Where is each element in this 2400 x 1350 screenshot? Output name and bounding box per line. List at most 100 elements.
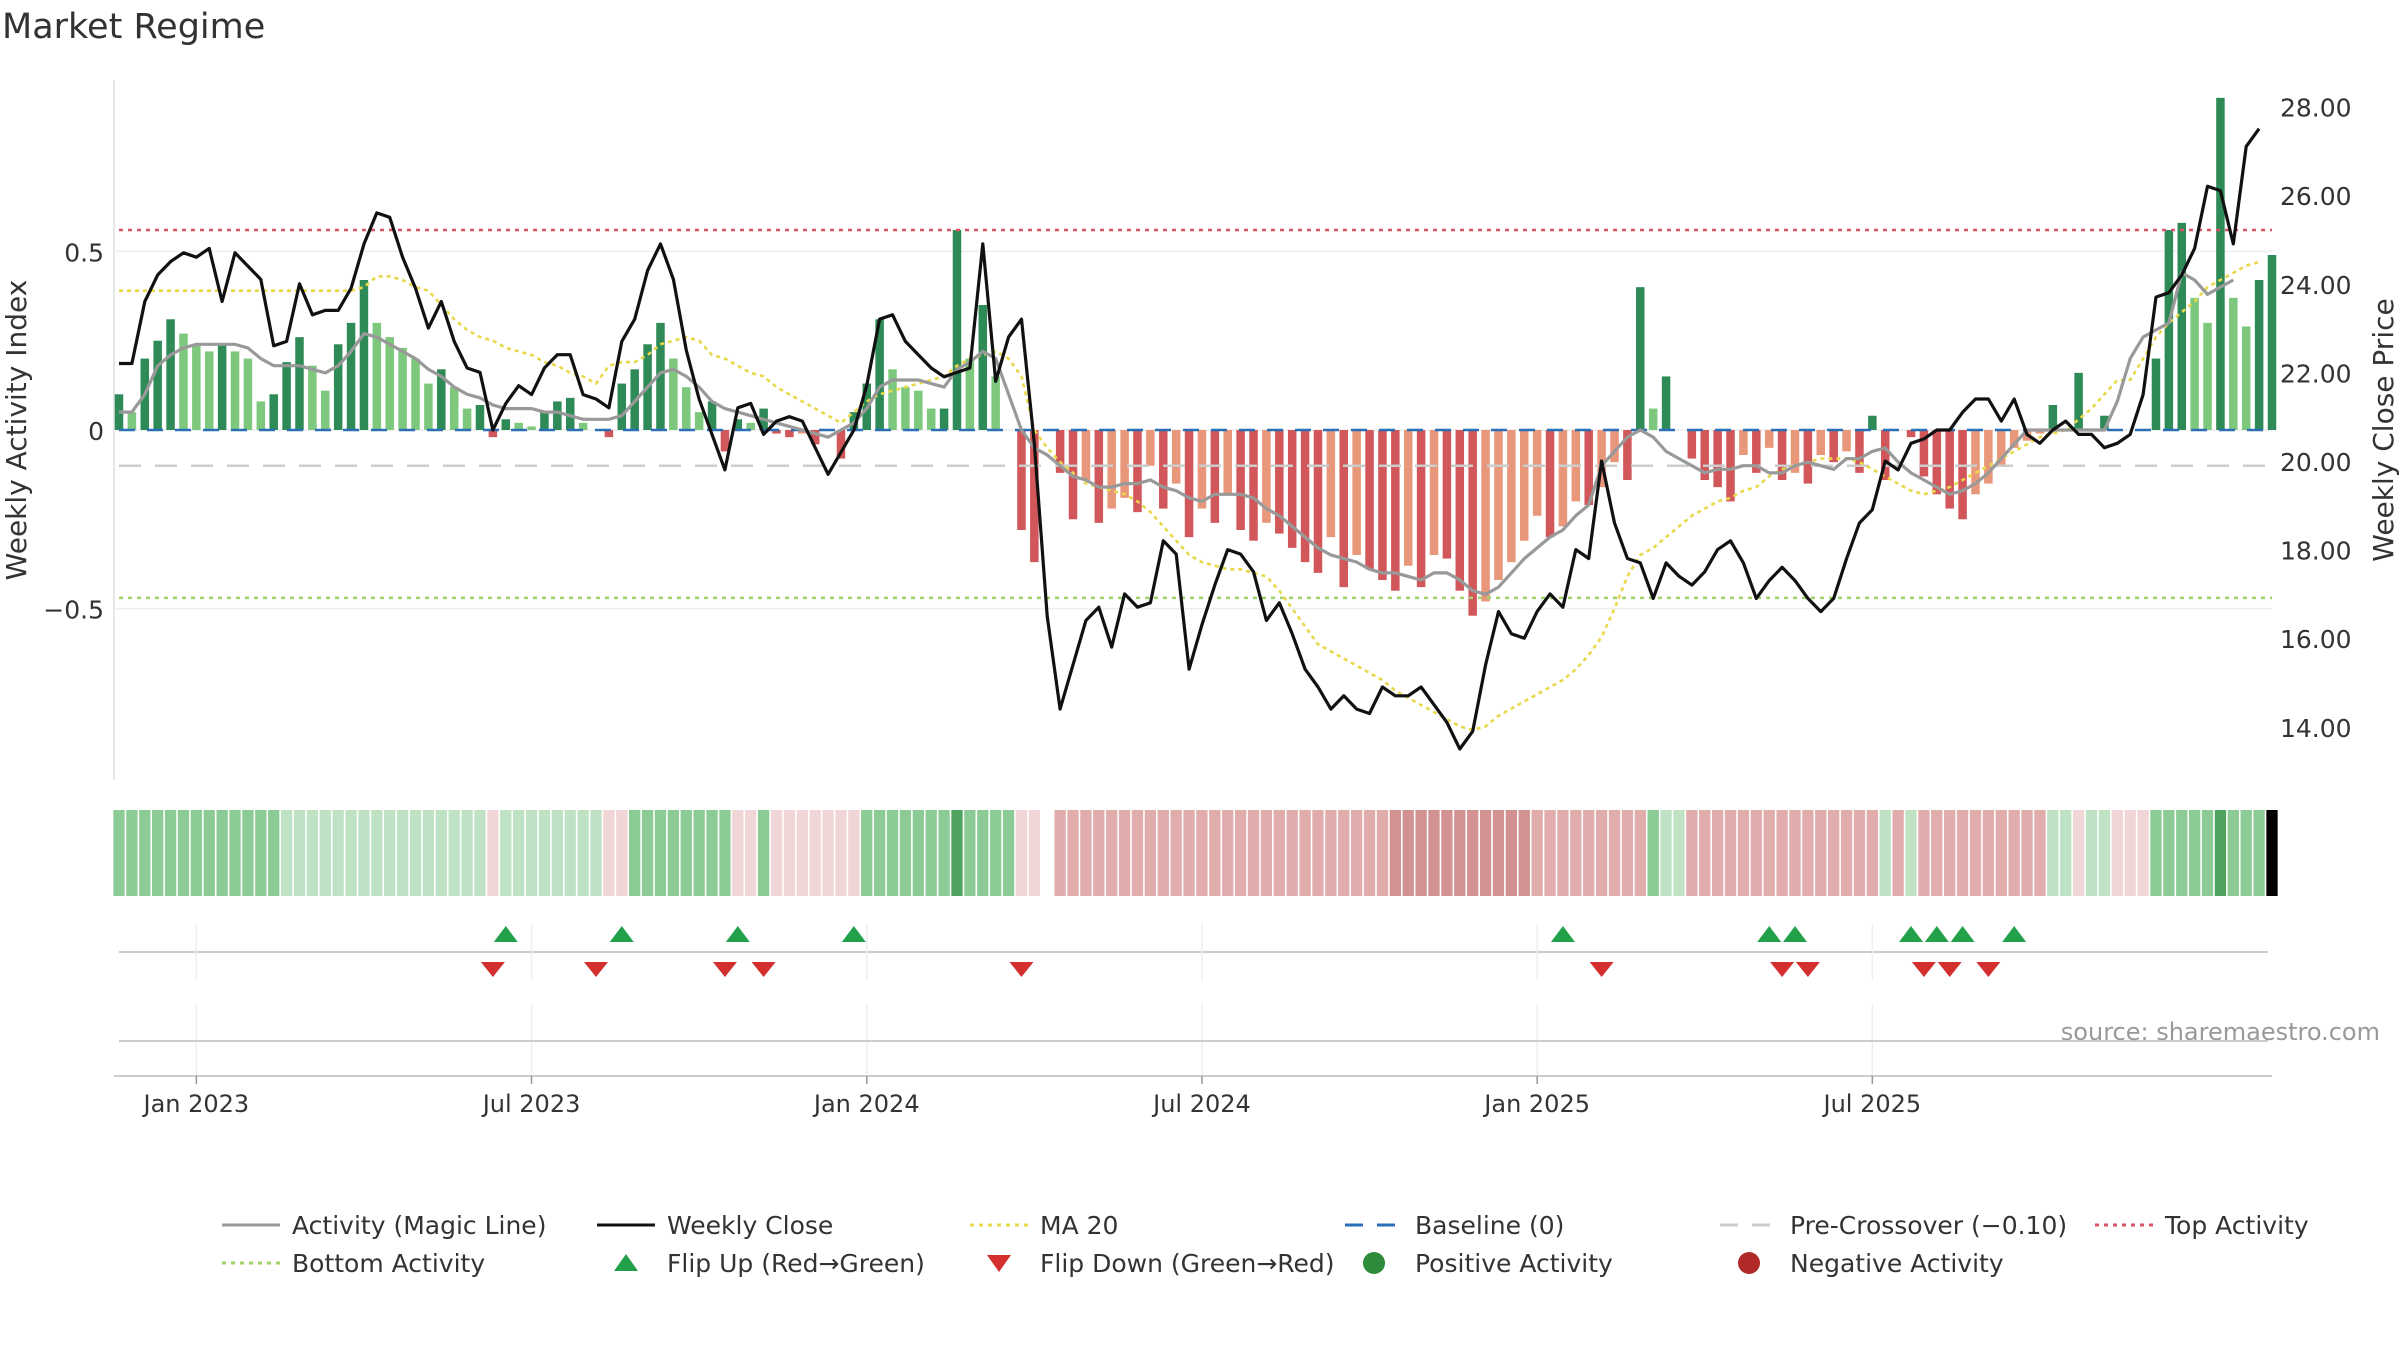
regime-cell	[1505, 810, 1518, 896]
activity-bar	[1275, 430, 1284, 534]
regime-cell	[603, 810, 615, 896]
regime-cell	[319, 810, 331, 896]
regime-cell	[1183, 810, 1195, 896]
regime-cell	[1325, 810, 1337, 896]
activity-bar	[1391, 430, 1400, 591]
regime-cell	[293, 810, 306, 896]
legend-item: Activity (Magic Line)	[222, 1211, 546, 1240]
activity-bar	[707, 401, 717, 430]
activity-bar	[1249, 430, 1258, 541]
regime-cell	[1415, 810, 1427, 896]
activity-bar	[1713, 430, 1722, 488]
flip-down-marker	[1589, 962, 1614, 977]
x-tick-label: Jul 2024	[1151, 1090, 1251, 1118]
regime-cell	[1080, 810, 1092, 896]
activity-bar	[1094, 430, 1104, 523]
regime-cell	[1750, 810, 1762, 896]
activity-bar	[553, 401, 562, 430]
activity-bar	[565, 397, 575, 430]
activity-bar	[1210, 430, 1220, 523]
activity-bar	[217, 344, 227, 430]
activity-bar	[1906, 430, 1916, 438]
activity-bar	[411, 358, 420, 430]
regime-cell	[1673, 810, 1685, 896]
activity-bar	[1545, 430, 1555, 538]
legend-label: Weekly Close	[667, 1211, 833, 1240]
left-tick-label: 0.5	[64, 238, 104, 267]
legend-item: Top Activity	[2095, 1211, 2309, 1240]
activity-bar	[1919, 430, 1929, 477]
activity-bar	[1726, 430, 1735, 502]
ma20-line	[119, 260, 2260, 732]
regime-cell	[1544, 810, 1556, 896]
activity-bar	[2241, 326, 2251, 430]
legend-item: Negative Activity	[1738, 1249, 2004, 1278]
activity-bar	[1507, 430, 1516, 563]
activity-bar	[1184, 430, 1194, 538]
regime-cell	[2227, 810, 2239, 896]
flip-down-marker	[712, 962, 737, 977]
flip-up-marker	[841, 926, 866, 942]
flip-up-marker	[1950, 926, 1975, 942]
x-tick-label: Jan 2023	[142, 1090, 250, 1118]
regime-cell	[1583, 810, 1595, 896]
regime-cell	[977, 810, 989, 896]
regime-cell	[899, 810, 912, 896]
activity-bar	[1997, 430, 2006, 466]
activity-bar	[321, 390, 330, 430]
activity-bar	[2267, 255, 2277, 430]
activity-bar	[1932, 430, 1942, 495]
activity-bar	[2177, 222, 2187, 430]
regime-cell	[1441, 810, 1453, 896]
activity-bar	[295, 337, 304, 430]
activity-bar	[230, 351, 240, 430]
regime-cell	[203, 810, 215, 896]
regime-cell	[2176, 810, 2188, 896]
flip-down-marker	[480, 962, 505, 977]
regime-cell	[1518, 810, 1530, 896]
regime-cell	[2060, 810, 2072, 896]
right-tick-label: 24.00	[2280, 271, 2352, 300]
regime-cell	[1634, 810, 1646, 896]
regime-cell	[1144, 810, 1157, 896]
regime-cell	[667, 810, 680, 896]
flip-up-marker	[725, 926, 750, 942]
regime-cell	[654, 810, 667, 896]
regime-cell	[1351, 810, 1363, 896]
activity-bar	[798, 430, 807, 434]
flip-markers-panel	[119, 924, 2268, 980]
regime-cell	[1479, 810, 1492, 896]
regime-cell	[835, 810, 847, 896]
regime-cell	[719, 810, 731, 896]
activity-bar	[1442, 430, 1452, 559]
regime-cell	[886, 810, 899, 896]
regime-cell	[190, 810, 202, 896]
activity-bar	[333, 344, 343, 430]
regime-cell	[126, 810, 138, 896]
regime-cell	[384, 810, 396, 896]
right-tick-label: 22.00	[2280, 359, 2352, 388]
activity-bar	[1378, 430, 1387, 580]
regime-cell	[693, 810, 705, 896]
source-note: source: sharemaestro.com	[2061, 1018, 2380, 1046]
regime-cell	[1338, 810, 1350, 896]
activity-bar	[527, 426, 536, 430]
right-tick-label: 28.00	[2280, 94, 2352, 123]
regime-cell	[2034, 810, 2046, 896]
flip-up-marker	[1782, 926, 1807, 942]
regime-cell	[1273, 810, 1285, 896]
activity-bar	[926, 408, 936, 430]
regime-cell	[242, 810, 254, 896]
regime-cell	[1106, 810, 1118, 896]
activity-bar	[617, 383, 627, 430]
regime-cell	[1363, 810, 1376, 896]
activity-bar	[1636, 287, 1645, 430]
regime-cell	[358, 810, 370, 896]
activity-bar	[1339, 430, 1349, 588]
legend-label: MA 20	[1040, 1211, 1118, 1240]
activity-bar	[1120, 430, 1129, 498]
activity-bar	[437, 369, 446, 430]
regime-cell	[255, 810, 267, 896]
main-panel: 0.5 0 −0.5 14.00 16.00 18.00 20.00 22.00 24.00 26…	[43, 80, 2352, 780]
activity-bar	[462, 408, 472, 430]
